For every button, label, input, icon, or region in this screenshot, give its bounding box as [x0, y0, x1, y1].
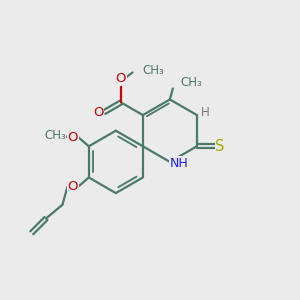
Text: S: S [215, 139, 225, 154]
Text: O: O [68, 130, 78, 144]
Text: O: O [93, 106, 104, 119]
Text: CH₃: CH₃ [44, 129, 66, 142]
Text: NH: NH [169, 157, 188, 170]
Text: H: H [201, 106, 210, 119]
Text: O: O [116, 72, 126, 85]
Text: CH₃: CH₃ [142, 64, 164, 77]
Text: O: O [68, 180, 78, 193]
Text: CH₃: CH₃ [180, 76, 202, 89]
